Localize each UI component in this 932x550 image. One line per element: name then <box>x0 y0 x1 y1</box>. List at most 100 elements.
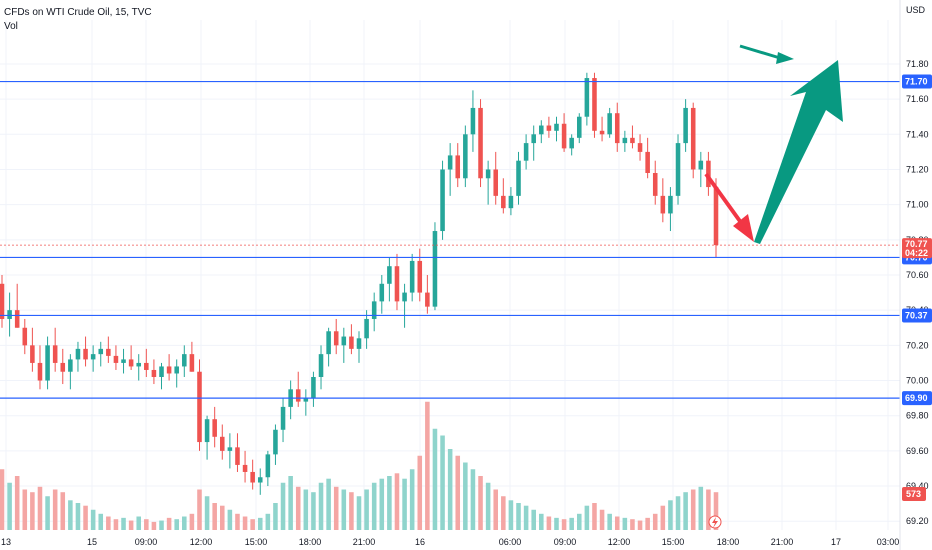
candle-body <box>387 266 392 284</box>
volume-bar <box>637 520 643 530</box>
volume-bar <box>295 486 301 530</box>
candle-body <box>280 406 286 430</box>
volume-bar <box>265 513 271 530</box>
volume-bar <box>463 462 468 530</box>
countdown-label: 04:22 <box>905 248 928 258</box>
candle-body <box>364 318 369 339</box>
y-tick-label: 71.80 <box>906 59 929 69</box>
candle-body <box>75 348 81 360</box>
candle-body <box>113 355 119 363</box>
volume-bar <box>288 476 293 530</box>
volume-bar <box>349 492 354 530</box>
volume-bar <box>584 505 590 530</box>
candle-body <box>98 348 104 355</box>
volume-bar <box>30 492 35 530</box>
volume-bar <box>68 500 73 530</box>
volume-bar <box>83 505 88 530</box>
candle-body <box>683 107 688 144</box>
candle-body <box>52 345 58 363</box>
volume-bar <box>379 478 385 530</box>
volume-bar <box>576 513 582 530</box>
volume-bar <box>303 489 309 530</box>
candle-body <box>242 464 248 472</box>
candle-body <box>432 231 438 307</box>
level-badge-label: 70.37 <box>905 310 928 320</box>
x-tick-label: 15 <box>87 537 97 547</box>
volume-bar <box>341 489 347 530</box>
candle-body <box>440 169 445 232</box>
candle-body <box>295 389 301 402</box>
volume-bar <box>561 519 567 530</box>
candle-body <box>584 78 590 117</box>
volume-label: Vol <box>4 21 18 32</box>
candle-body <box>501 195 506 209</box>
x-tick-label: 21:00 <box>353 537 376 547</box>
candle-body <box>713 187 719 246</box>
volume-bar <box>569 517 574 530</box>
volume-bar <box>508 500 514 530</box>
volume-badge <box>902 487 926 501</box>
volume-bar <box>174 519 179 530</box>
volume-bar <box>333 486 339 530</box>
candle-body <box>478 107 483 179</box>
volume-bar <box>189 513 195 530</box>
volume-bar <box>75 503 81 530</box>
volume-bar <box>554 517 559 530</box>
volume-bar <box>675 496 681 530</box>
volume-bar <box>235 513 240 530</box>
volume-bar <box>417 455 423 530</box>
volume-bar <box>645 517 650 530</box>
candle-body <box>493 169 499 196</box>
volume-bar <box>371 482 377 530</box>
volume-bar <box>60 492 66 530</box>
candle-body <box>607 113 612 135</box>
candle-body <box>326 331 331 355</box>
volume-bar <box>364 489 369 530</box>
x-tick-label: 21:00 <box>771 537 794 547</box>
volume-bar <box>166 517 172 530</box>
candle-body <box>516 160 521 196</box>
candle-body <box>250 471 255 483</box>
volume-bar <box>197 489 202 530</box>
volume-bar <box>394 473 400 530</box>
volume-bar <box>7 482 12 530</box>
volume-bar <box>113 519 119 530</box>
candle-body <box>356 338 362 349</box>
volume-bar <box>212 503 217 530</box>
y-tick-label: 71.40 <box>906 129 929 139</box>
candle-body <box>668 195 673 214</box>
volume-bar <box>273 503 278 530</box>
volume-bar <box>356 496 362 530</box>
candle-body <box>273 429 278 455</box>
level-badge <box>902 308 932 323</box>
volume-bar <box>280 482 286 530</box>
candle-body <box>22 327 28 346</box>
candle-body <box>227 447 233 451</box>
volume-bar <box>402 478 407 530</box>
candle-body <box>554 123 559 131</box>
candle-body <box>189 354 195 372</box>
volume-bar <box>706 489 711 530</box>
volume-bar <box>136 516 142 530</box>
volume-bar <box>22 489 28 530</box>
arrow-green-small-shaft <box>739 44 781 60</box>
volume-bar <box>318 482 324 530</box>
x-tick-label: 03:00 <box>877 537 900 547</box>
volume-bar <box>387 476 392 530</box>
candle-body <box>675 143 681 196</box>
volume-bar <box>668 500 673 530</box>
volume-bar <box>45 496 50 530</box>
volume-bar <box>713 492 719 530</box>
candle-body <box>470 107 476 135</box>
x-tick-label: 15:00 <box>245 537 268 547</box>
candle-body <box>576 116 582 138</box>
volume-bar <box>539 513 544 530</box>
candle-body <box>318 354 324 377</box>
candle-body <box>417 260 423 293</box>
level-badge-label: 71.70 <box>905 77 928 87</box>
candle-body <box>182 354 187 367</box>
candle-body <box>7 310 12 319</box>
last-price-badge <box>902 238 932 259</box>
x-tick-label: 09:00 <box>135 537 158 547</box>
